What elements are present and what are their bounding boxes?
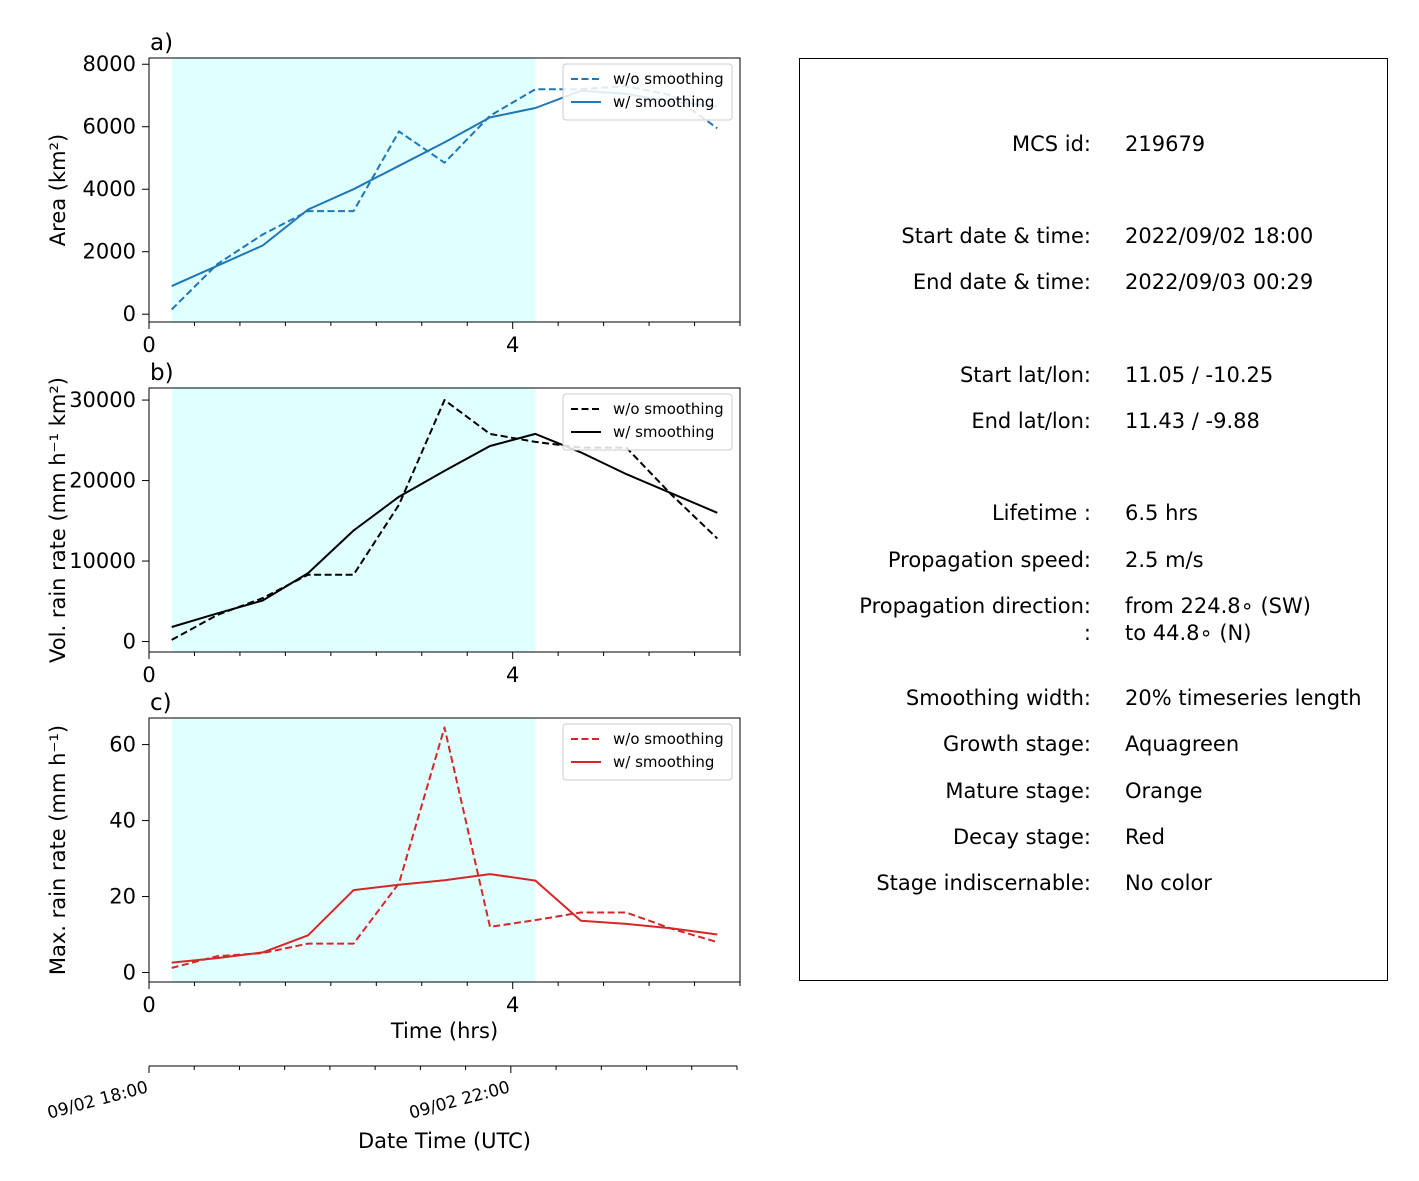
prop-direction-2-value: to 44.8∘ (N) xyxy=(1125,621,1252,645)
mcs-id-value: 219679 xyxy=(1125,132,1206,156)
prop-direction-value: from 224.8∘ (SW) xyxy=(1125,594,1311,618)
end-latlon-value: 11.43 / -9.88 xyxy=(1125,409,1260,433)
x-axis-label: Time (hrs) xyxy=(390,1019,498,1043)
start-time-value: 2022/09/02 18:00 xyxy=(1125,224,1314,248)
legend-entry-label: w/o smoothing xyxy=(613,400,724,418)
y-tick-label: 6000 xyxy=(83,115,136,139)
legend-box xyxy=(562,393,733,451)
legend-box xyxy=(562,723,733,781)
prop-direction-label: Propagation direction: xyxy=(859,594,1091,618)
end-latlon-label: End lat/lon: xyxy=(971,409,1091,433)
panel-label: c) xyxy=(150,690,172,716)
y-axis-label: Vol. rain rate (mm h⁻¹ km²) xyxy=(46,377,70,663)
end-time-label: End date & time: xyxy=(912,270,1091,294)
start-latlon-value: 11.05 / -10.25 xyxy=(1125,363,1274,387)
x-tick-label: 0 xyxy=(142,333,155,357)
y-tick-label: 30000 xyxy=(69,388,136,412)
smoothing-width-value: 20% timeseries length xyxy=(1125,686,1362,710)
datetime-axis: 09/02 18:00 09/02 22:00 Date Time (UTC) xyxy=(45,1065,738,1153)
info-panel: MCS id: 219679 Start date & time: 2022/0… xyxy=(799,58,1388,981)
y-tick-label: 4000 xyxy=(83,177,136,201)
y-tick-label: 0 xyxy=(123,961,136,985)
mcs-id-label: MCS id: xyxy=(1011,132,1091,156)
legend-entry-label: w/o smoothing xyxy=(613,730,724,748)
prop-speed-label: Propagation speed: xyxy=(887,548,1091,572)
datetime-tick-label: 09/02 18:00 xyxy=(45,1078,150,1124)
start-latlon-label: Start lat/lon: xyxy=(959,363,1091,387)
stage-indiscernable-label: Stage indiscernable: xyxy=(876,871,1091,895)
axes-frame xyxy=(148,57,741,323)
legend: w/o smoothing w/ smoothing xyxy=(562,393,733,451)
decay-stage-label: Decay stage: xyxy=(953,825,1091,849)
legend-box xyxy=(562,63,733,121)
legend-entry-label: w/ smoothing xyxy=(613,423,714,441)
y-axis-label: Max. rain rate (mm h⁻¹) xyxy=(46,725,70,975)
mature-stage-label: Mature stage: xyxy=(945,779,1091,803)
start-time-label: Start date & time: xyxy=(901,224,1091,248)
datetime-axis-label: Date Time (UTC) xyxy=(358,1129,531,1153)
smoothing-width-label: Smoothing width: xyxy=(905,686,1091,710)
stage-indiscernable-value: No color xyxy=(1125,871,1212,895)
x-tick-label: 4 xyxy=(506,333,519,357)
panel-label: b) xyxy=(150,360,174,386)
end-time-value: 2022/09/03 00:29 xyxy=(1125,270,1314,294)
x-tick-label: 0 xyxy=(142,993,155,1017)
prop-speed-value: 2.5 m/s xyxy=(1125,548,1204,572)
y-tick-label: 40 xyxy=(109,809,136,833)
prop-direction-2-label: : xyxy=(1083,621,1091,645)
growth-stage-label: Growth stage: xyxy=(942,732,1091,756)
series-line-smoothed xyxy=(171,873,718,964)
axes-frame xyxy=(148,387,741,653)
y-tick-label: 0 xyxy=(123,630,136,654)
series-line-smoothed xyxy=(171,432,718,628)
y-tick-label: 0 xyxy=(123,302,136,326)
x-tick-label: 0 xyxy=(142,663,155,687)
lifetime-label: Lifetime : xyxy=(991,501,1091,525)
y-tick-label: 20000 xyxy=(69,469,136,493)
legend-entry-label: w/o smoothing xyxy=(613,70,724,88)
x-tick-label: 4 xyxy=(506,663,519,687)
panel-label: a) xyxy=(150,30,173,56)
growth-stage-value: Aquagreen xyxy=(1125,732,1240,756)
mature-stage-value: Orange xyxy=(1125,779,1203,803)
y-tick-label: 20 xyxy=(109,885,136,909)
chart-panel-area: 0 4 0 2000 4000 6000 8000 a) Area (km²) w/o smoot… xyxy=(46,30,741,357)
y-tick-label: 2000 xyxy=(83,240,136,264)
y-axis-label: Area (km²) xyxy=(46,134,70,246)
stage-shading xyxy=(171,718,536,982)
stage-shading xyxy=(171,388,536,652)
lifetime-value: 6.5 hrs xyxy=(1125,501,1198,525)
legend-entry-label: w/ smoothing xyxy=(613,753,714,771)
x-tick-label: 4 xyxy=(506,993,519,1017)
y-tick-label: 60 xyxy=(109,733,136,757)
y-tick-label: 8000 xyxy=(83,52,136,76)
datetime-tick-label: 09/02 22:00 xyxy=(407,1078,512,1124)
legend: w/o smoothing w/ smoothing xyxy=(562,723,733,781)
y-tick-label: 10000 xyxy=(69,549,136,573)
chart-panel-volrain: 0 4 0 10000 20000 30000 b) Vol. rain rate (mm h… xyxy=(46,360,741,687)
series-line-unsmoothed xyxy=(171,726,718,969)
legend-entry-label: w/ smoothing xyxy=(613,93,714,111)
axes-frame xyxy=(148,717,741,983)
legend: w/o smoothing w/ smoothing xyxy=(562,63,733,121)
decay-stage-value: Red xyxy=(1125,825,1165,849)
